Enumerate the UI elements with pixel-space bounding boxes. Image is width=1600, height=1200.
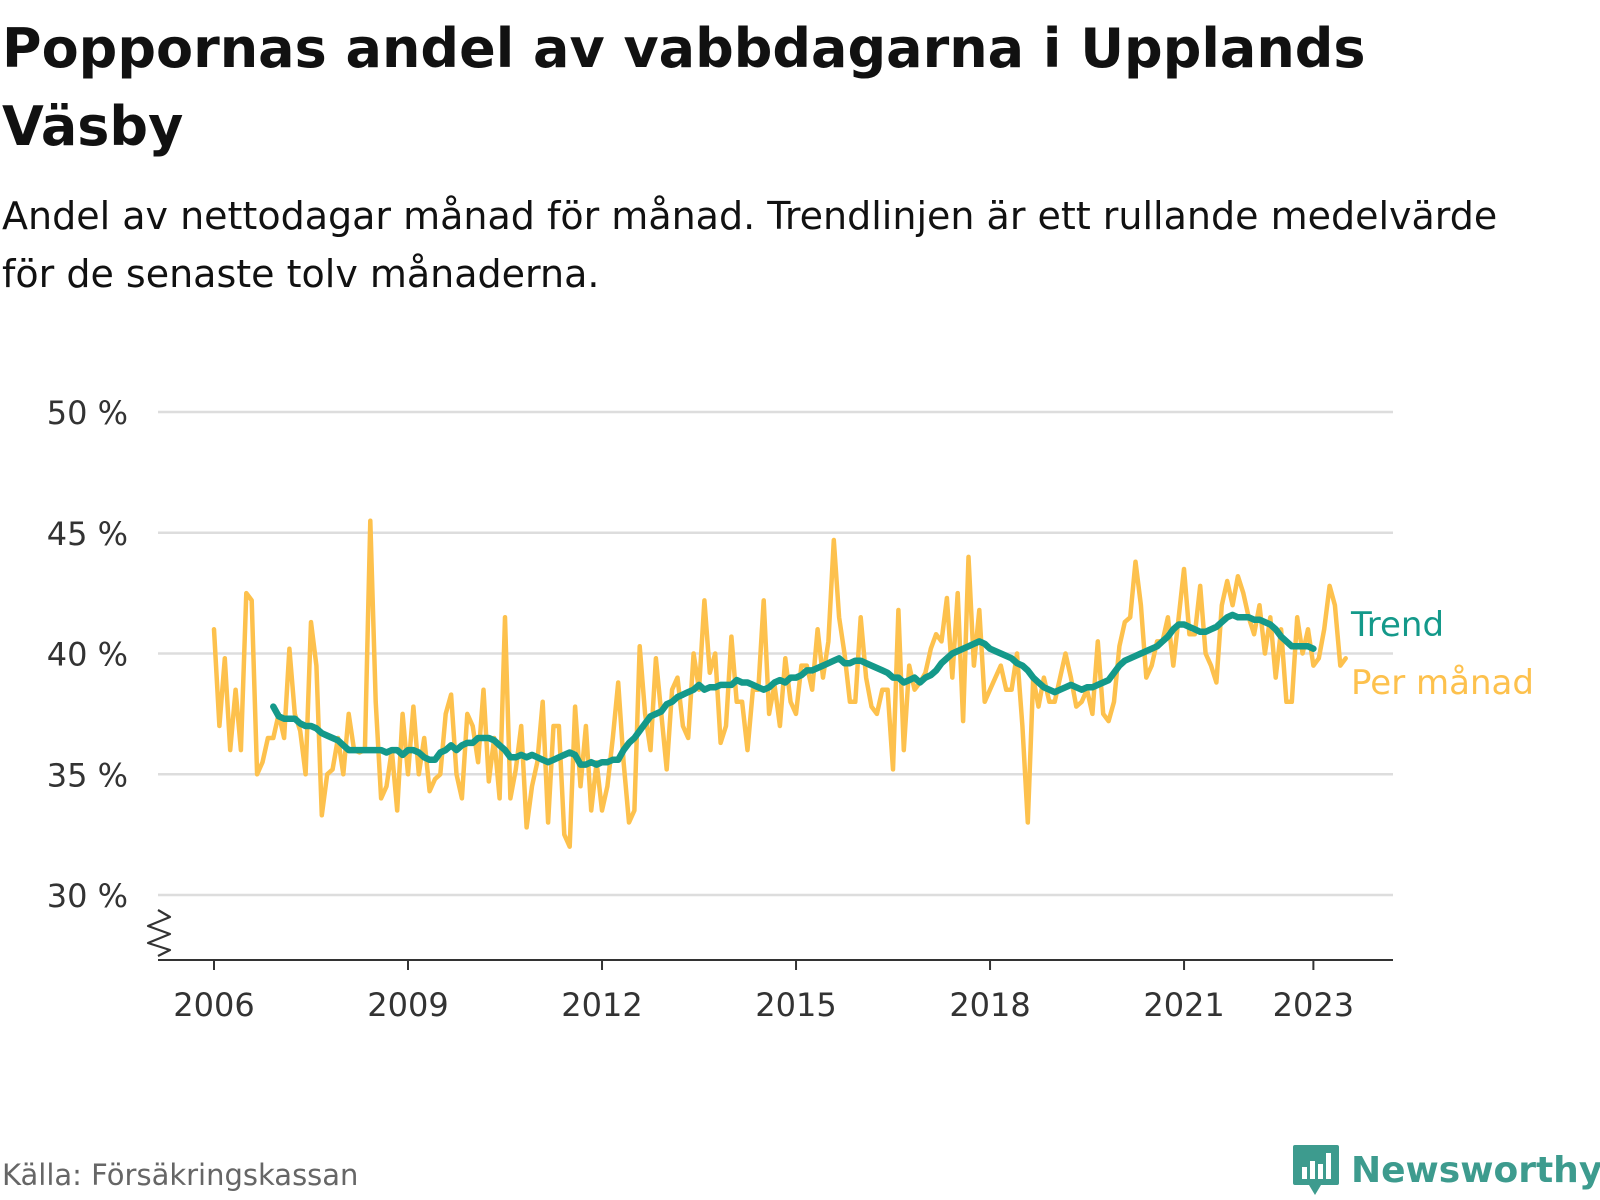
x-tick-label: 2018 xyxy=(949,986,1030,1024)
trend-series-line xyxy=(270,611,1317,768)
x-tick-label: 2021 xyxy=(1143,986,1224,1024)
y-tick-label: 35 % xyxy=(47,756,128,794)
y-tick-label: 40 % xyxy=(47,636,128,674)
monthly-series-label: Per månad xyxy=(1351,663,1534,703)
monthly-series-line xyxy=(211,518,1348,849)
chart-subtitle: Andel av nettodagar månad för månad. Tre… xyxy=(2,194,1498,296)
trend-series-label: Trend xyxy=(1350,605,1444,645)
brand-name: Newsworthy xyxy=(1351,1149,1600,1191)
y-tick-label: 30 % xyxy=(47,877,128,915)
x-tick-label: 2012 xyxy=(561,986,642,1024)
chart-title: Poppornas andel av vabbdagarna i Uppland… xyxy=(2,17,1366,158)
series-labels: Trend Per månad xyxy=(1350,605,1534,703)
x-tick-label: 2006 xyxy=(173,986,254,1024)
y-tick-label: 45 % xyxy=(47,515,128,553)
newsworthy-logo-icon xyxy=(1293,1145,1339,1195)
y-tick-label: 50 % xyxy=(47,394,128,432)
x-tick-label: 2009 xyxy=(367,986,448,1024)
axis-break-icon xyxy=(146,909,172,957)
brand-logo[interactable]: Newsworthy xyxy=(1291,1143,1600,1197)
series xyxy=(211,518,1348,849)
source-note: Källa: Försäkringskassan xyxy=(2,1158,359,1192)
x-tick-label: 2015 xyxy=(755,986,836,1024)
gridlines xyxy=(158,410,1393,897)
x-tick-label: 2023 xyxy=(1273,986,1354,1024)
axes: 30 % 35 % 40 % 45 % 50 % 2006 2009 2012 2015 2018… xyxy=(47,394,1393,1024)
